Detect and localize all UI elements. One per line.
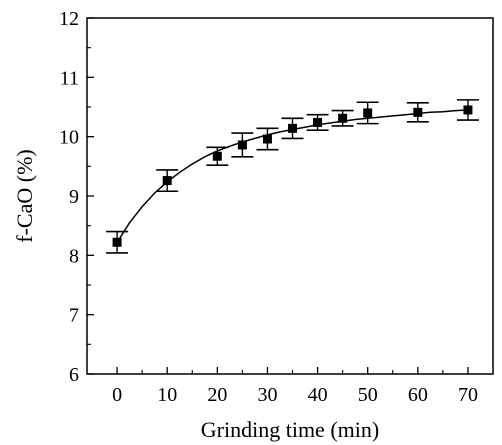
plot-frame [86, 17, 494, 375]
data-point [112, 237, 122, 247]
data-point [212, 151, 222, 161]
y-axis: 6 7 8 9 10 11 12 [59, 8, 94, 386]
x-tick-label: 60 [408, 384, 428, 406]
data-point [313, 117, 323, 127]
y-axis-title: f-CaO (%) [12, 149, 37, 242]
y-tick-label: 12 [59, 8, 79, 30]
points-layer [112, 105, 473, 247]
data-point [262, 134, 272, 144]
y-tick-label: 10 [59, 127, 79, 149]
x-tick-label: 10 [157, 384, 177, 406]
data-point [363, 108, 373, 118]
x-axis-title: Grinding time (min) [201, 417, 379, 442]
y-tick-label: 7 [69, 305, 79, 327]
x-tick-label: 50 [358, 384, 378, 406]
x-tick-label: 40 [308, 384, 328, 406]
data-point [463, 105, 473, 115]
x-tick-label: 20 [207, 384, 227, 406]
y-tick-label: 8 [69, 245, 79, 267]
x-axis: 0 10 20 30 40 50 60 70 [112, 367, 478, 406]
data-point [237, 140, 247, 150]
x-tick-label: 0 [112, 384, 122, 406]
y-tick-label: 11 [60, 67, 79, 89]
error-bars-layer [106, 99, 479, 254]
data-point [288, 123, 298, 133]
data-point [162, 176, 172, 186]
y-tick-label: 6 [69, 364, 79, 386]
x-tick-label: 30 [257, 384, 277, 406]
y-tick-label: 9 [69, 186, 79, 208]
x-tick-label: 70 [458, 384, 478, 406]
data-point [338, 113, 348, 123]
data-point [413, 107, 423, 117]
